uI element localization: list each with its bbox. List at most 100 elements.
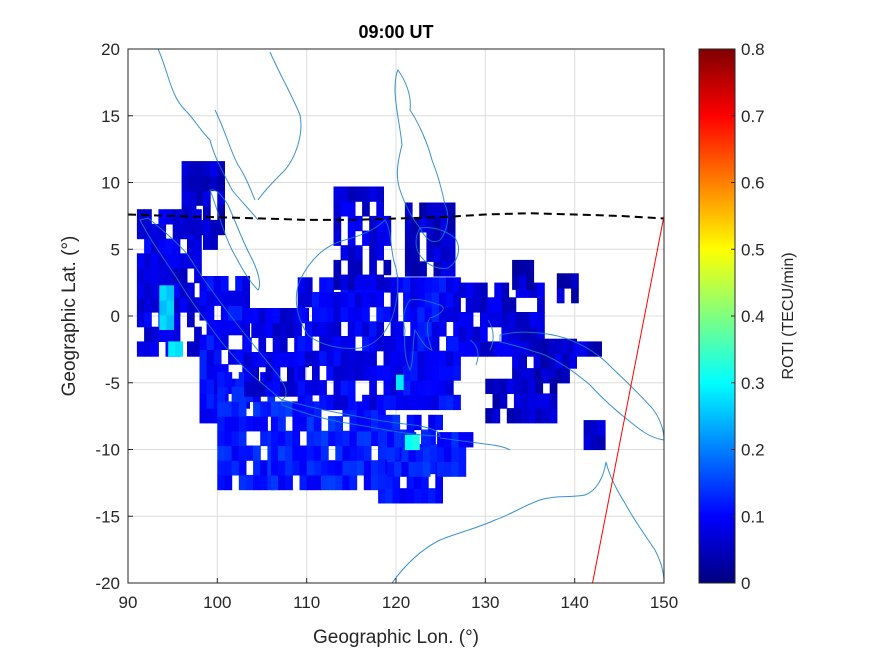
- roti-cell: [371, 474, 379, 491]
- roti-cell: [354, 350, 363, 366]
- roti-cell: [362, 274, 370, 290]
- roti-cell: [195, 219, 204, 236]
- roti-cell: [158, 209, 167, 225]
- roti-cell: [270, 474, 279, 491]
- roti-cell: [217, 219, 225, 236]
- roti-cell: [533, 338, 542, 354]
- roti-cell: [408, 446, 417, 463]
- roti-cell: [306, 460, 315, 476]
- y-tick-label: 15: [101, 107, 120, 126]
- roti-cell: [535, 378, 544, 394]
- roti-cell: [555, 353, 563, 369]
- roti-cell: [512, 353, 520, 369]
- roti-cell: [447, 246, 456, 262]
- roti-cell: [519, 368, 527, 384]
- roti-cell: [144, 282, 152, 298]
- colorbar-tick-label: 0.2: [741, 441, 765, 460]
- roti-cell: [136, 282, 145, 298]
- roti-cell: [217, 205, 225, 221]
- roti-cell: [179, 267, 188, 284]
- roti-cell: [369, 394, 377, 411]
- roti-cell: [187, 253, 195, 269]
- roti-cell: [419, 202, 427, 218]
- roti-cell: [172, 238, 181, 254]
- roti-cell: [321, 460, 329, 476]
- roti-cell: [394, 432, 402, 448]
- roti-cell: [213, 364, 222, 380]
- roti-cell: [424, 394, 433, 411]
- roti-cell: [404, 246, 413, 262]
- roti-cell: [426, 231, 435, 248]
- roti-cell: [410, 321, 418, 337]
- roti-cell: [287, 352, 295, 368]
- roti-cell: [333, 230, 342, 246]
- roti-cell: [333, 380, 342, 396]
- roti-cell: [224, 445, 233, 461]
- roti-cell: [410, 394, 418, 411]
- roti-cell: [265, 322, 274, 338]
- roti-cell: [151, 341, 159, 357]
- roti-cell: [321, 430, 329, 447]
- coastline-vietnam: [257, 51, 302, 201]
- roti-cell: [228, 290, 236, 306]
- roti-cell: [172, 223, 181, 240]
- roti-cell: [349, 430, 358, 447]
- roti-cell: [404, 261, 413, 277]
- roti-data-cells: [136, 161, 606, 504]
- roti-cell: [199, 305, 208, 321]
- roti-cell: [270, 445, 279, 461]
- roti-cell: [319, 306, 327, 322]
- roti-cell: [438, 321, 447, 337]
- roti-cell: [326, 365, 334, 381]
- roti-cell: [347, 350, 356, 366]
- roti-cell: [447, 261, 456, 277]
- roti-cell: [188, 175, 197, 192]
- roti-cell: [435, 414, 443, 431]
- coastline-new-guinea: [499, 331, 664, 441]
- roti-cell: [199, 349, 208, 365]
- roti-cell: [521, 378, 529, 394]
- roti-cell: [251, 381, 259, 397]
- roti-cell: [512, 259, 520, 276]
- roti-cell: [446, 350, 454, 366]
- roti-cell: [279, 322, 288, 338]
- roti-cell: [444, 446, 452, 463]
- roti-cell: [340, 245, 349, 261]
- coastline-malay-peninsula: [209, 189, 261, 291]
- roti-cell: [440, 231, 449, 248]
- roti-cell: [587, 341, 595, 357]
- roti-cell: [278, 460, 286, 476]
- roti-cell: [304, 380, 313, 396]
- roti-cell: [187, 341, 195, 357]
- roti-cell: [220, 320, 229, 336]
- roti-cell: [299, 460, 308, 476]
- roti-cell: [447, 217, 456, 233]
- roti-cell: [494, 341, 502, 357]
- roti-cell: [513, 393, 522, 409]
- roti-cell: [387, 446, 395, 463]
- roti-cell: [458, 312, 467, 328]
- roti-cell: [238, 386, 247, 403]
- roti-cell: [571, 273, 579, 289]
- roti-cell: [206, 349, 215, 365]
- roti-cell: [199, 378, 208, 394]
- roti-cell: [403, 350, 411, 366]
- roti-cell: [335, 445, 343, 461]
- roti-cell: [412, 434, 420, 451]
- roti-cell: [224, 416, 233, 432]
- roti-cell: [194, 238, 202, 254]
- roti-cell: [354, 321, 363, 337]
- roti-cell: [187, 238, 195, 254]
- roti-cell: [285, 401, 293, 417]
- roti-cell: [465, 341, 474, 357]
- roti-cell: [136, 312, 145, 328]
- roti-cell: [485, 378, 493, 394]
- roti-cell: [426, 202, 435, 218]
- roti-cell: [390, 380, 399, 396]
- roti-cell: [165, 267, 174, 284]
- roti-cell: [159, 314, 167, 330]
- roti-cell: [213, 320, 222, 336]
- roti-cell: [383, 259, 392, 276]
- roti-cell: [521, 408, 529, 424]
- roti-cell: [412, 246, 420, 262]
